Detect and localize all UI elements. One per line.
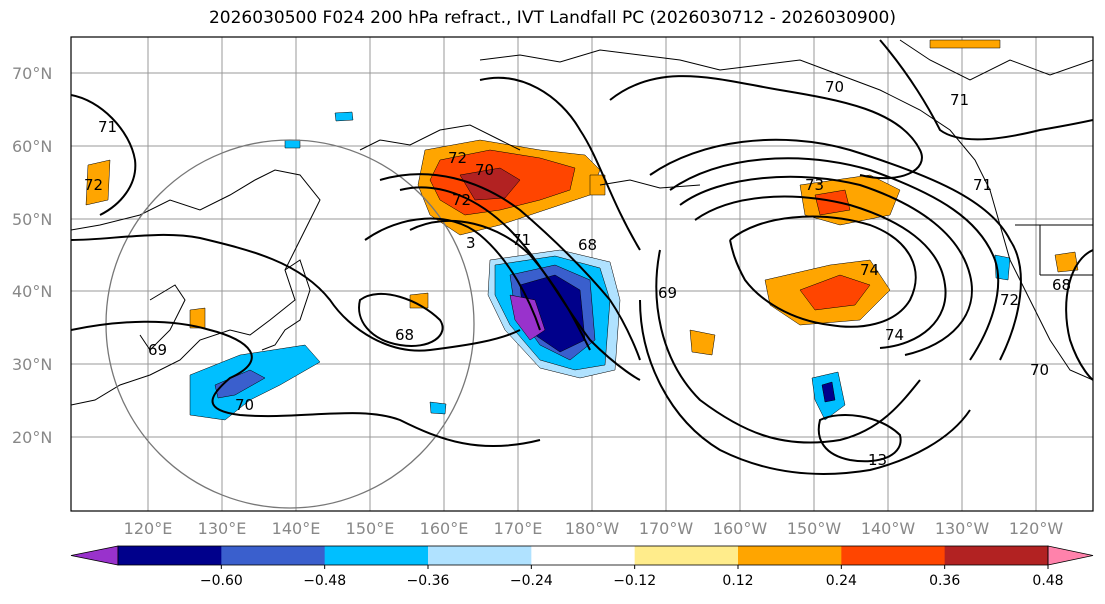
lat-label: 30°N [12,355,52,374]
contour-labels: 71 72 72 70 72 3 71 68 69 68 70 70 71 73… [84,78,1071,469]
colorbar-tick-label: 0.24 [826,573,857,589]
colorbar-tick-label: 0.48 [1032,573,1063,589]
lat-label: 40°N [12,282,52,301]
shade-orange-small-3 [929,39,1001,49]
lat-label: 20°N [12,428,52,447]
shade-red-subtropic [799,274,871,311]
lon-label: 120°E [124,519,173,538]
shade-orange-small-5 [409,292,429,309]
shade-orange-small-2 [85,159,111,206]
lat-label: 70°N [12,64,52,83]
contour-label: 70 [235,396,254,414]
shade-orange-small-4 [1054,251,1079,273]
contour-label: 72 [84,176,103,194]
shading-positive [85,39,1079,356]
colorbar-box [324,546,429,565]
coastlines [71,39,1093,406]
contour-label: 69 [148,341,167,359]
shade-cyan-small-4 [284,139,301,149]
map-title: 2026030500 F024 200 hPa refract., IVT La… [208,8,896,28]
colorbar-tick-label: −0.36 [407,573,450,589]
contour-label: 72 [1000,291,1019,309]
height-contours [71,39,1093,475]
colorbar-tick-label: −0.24 [510,573,553,589]
shade-darkred-north-pacific [459,167,521,201]
contour-label: 71 [950,91,969,109]
shading-negative [189,111,1011,421]
shade-orange-small-1 [689,329,716,356]
shade-orange-small-7 [589,174,606,196]
contour-label: 71 [98,118,117,136]
lon-label: 120°W [1009,519,1064,538]
lon-label: 130°W [935,519,990,538]
colorbar-arrow-high [1047,545,1094,566]
colorbar-box [841,546,946,565]
contour-label: 71 [973,176,992,194]
contour-label: 70 [475,161,494,179]
colorbar-box [738,546,842,565]
shade-royal-west [214,369,266,399]
contour-label: 72 [452,191,471,209]
shade-red-east-pacific [814,189,851,216]
colorbar-box [428,546,532,565]
lon-label: 170°W [639,519,694,538]
contour-label: 70 [1030,361,1049,379]
colorbar-tick-label: 0.36 [929,573,960,589]
contour-label: 68 [395,326,414,344]
colorbar-box [221,546,326,565]
lon-label: 180°W [565,519,620,538]
colorbar-box [634,546,739,565]
lon-label: 140°E [272,519,321,538]
contour-label: 68 [578,236,597,254]
shade-navy-east [821,381,836,403]
contour-label: 13 [868,451,887,469]
lon-label: 160°W [713,519,768,538]
gridlines [71,37,1093,511]
lon-label: 150°E [346,519,395,538]
contour-label: 72 [448,149,467,167]
shade-purple-pacific [509,294,546,341]
colorbar-tick-label: −0.48 [303,573,346,589]
contour-label: 73 [805,176,824,194]
lon-label: 140°W [861,519,916,538]
map-border [70,36,1094,512]
latitude-labels: 70°N 60°N 50°N 40°N 30°N 20°N [12,64,52,447]
lon-label: 150°W [787,519,842,538]
contour-label: 74 [885,326,904,344]
lon-label: 170°E [494,519,543,538]
colorbar-arrow-low [70,545,119,566]
shade-cyan-small-2 [334,111,354,122]
colorbar-tick-label: −0.60 [200,573,243,589]
contour-label: 69 [658,284,677,302]
lat-label: 60°N [12,137,52,156]
lon-label: 160°E [420,519,469,538]
colorbar-outline [117,545,1049,566]
colorbar-box [944,546,1049,565]
colorbar-tick-label: −0.12 [613,573,656,589]
colorbar-box [118,546,222,565]
contour-label: 71 [512,231,531,249]
lat-label: 50°N [12,210,52,229]
contour-label: 3 [466,234,476,252]
contour-label: 68 [1052,276,1071,294]
colorbar: −0.60 −0.48 −0.36 −0.24 −0.12 0.12 0.24 0.36 0.4… [70,545,1094,589]
colorbar-box [531,546,636,565]
shade-cyan-small-3 [429,401,447,415]
contour-label: 70 [825,78,844,96]
colorbar-tick-label: 0.12 [722,573,753,589]
lon-label: 130°E [198,519,247,538]
longitude-labels: 120°E 130°E 140°E 150°E 160°E 170°E 180°… [124,519,1064,538]
contour-label: 74 [860,261,879,279]
